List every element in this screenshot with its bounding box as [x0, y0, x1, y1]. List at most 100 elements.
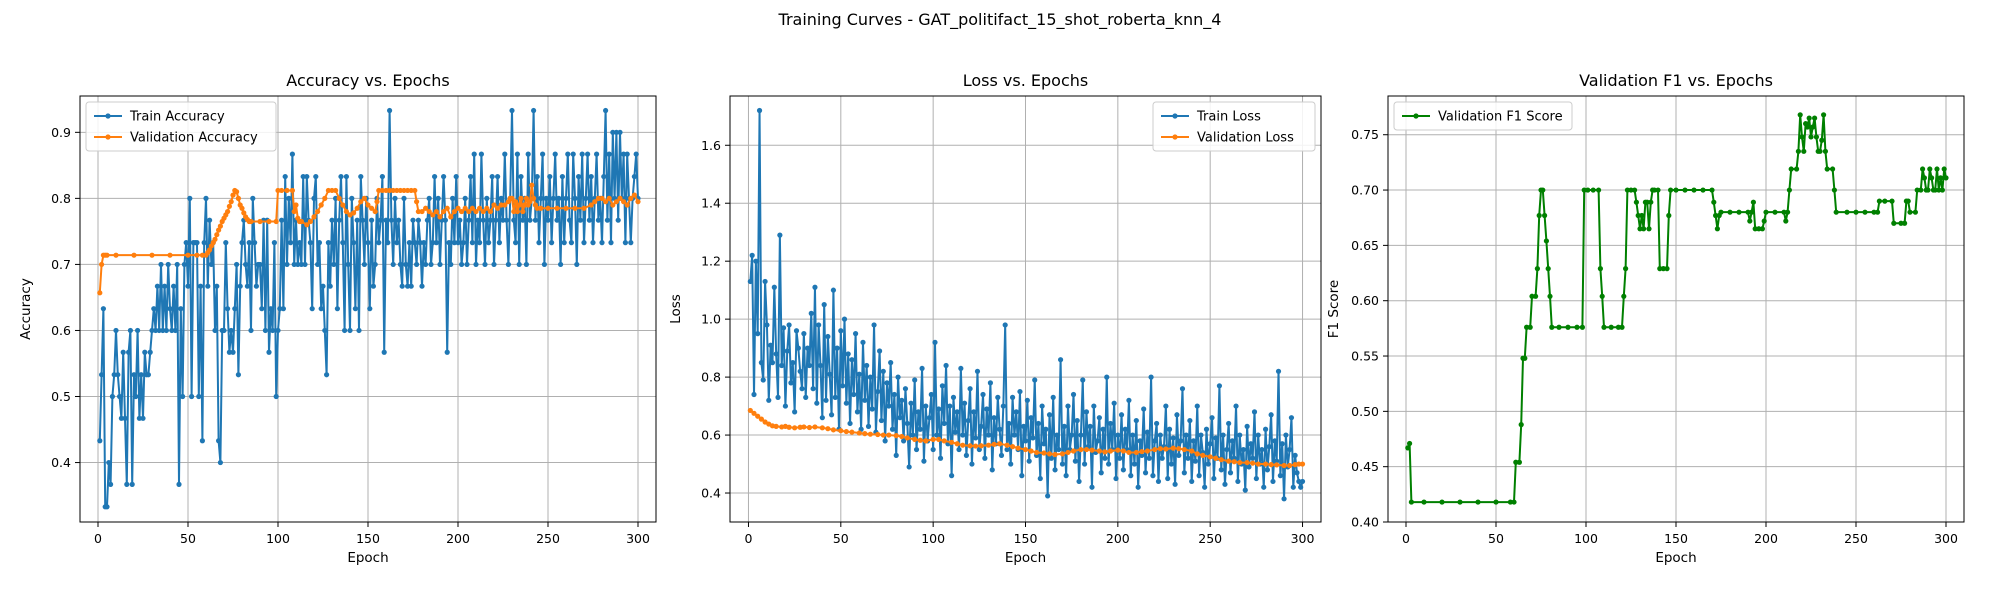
- data-point: [960, 432, 966, 438]
- data-point: [455, 240, 461, 246]
- data-point: [610, 202, 616, 208]
- data-point: [830, 427, 837, 433]
- data-point: [241, 210, 247, 216]
- data-point: [1889, 198, 1895, 204]
- data-point: [354, 205, 360, 211]
- data-point: [365, 240, 371, 246]
- data-point: [273, 218, 279, 225]
- data-point: [1146, 455, 1152, 461]
- data-point: [585, 151, 591, 157]
- data-point: [520, 217, 526, 223]
- subplot-title: Accuracy vs. Epochs: [286, 71, 449, 90]
- data-point: [923, 438, 929, 444]
- x-tick-label: 200: [1754, 531, 1778, 546]
- y-tick-label: 0.4: [51, 455, 71, 470]
- data-point: [1078, 432, 1084, 438]
- data-point: [201, 240, 207, 246]
- data-point: [243, 261, 249, 268]
- data-point: [568, 240, 575, 246]
- data-point: [1107, 420, 1114, 427]
- data-point: [1601, 324, 1607, 330]
- data-point: [538, 205, 544, 211]
- data-point: [1292, 452, 1298, 458]
- data-point: [1144, 429, 1150, 435]
- data-point: [1059, 451, 1066, 457]
- data-point: [1244, 423, 1250, 429]
- data-point: [958, 365, 964, 372]
- data-point: [406, 240, 412, 246]
- data-point: [601, 173, 607, 180]
- data-point: [1934, 166, 1940, 172]
- data-point: [610, 129, 616, 135]
- data-point: [295, 261, 301, 268]
- data-point: [617, 129, 623, 135]
- data-point: [333, 187, 339, 194]
- data-point: [286, 195, 292, 201]
- data-point: [1133, 417, 1139, 424]
- data-point: [1220, 432, 1226, 438]
- data-point: [527, 199, 533, 205]
- data-point: [941, 420, 947, 427]
- data-point: [606, 195, 612, 201]
- data-point: [226, 349, 232, 355]
- data-point: [545, 217, 551, 223]
- data-point: [342, 327, 348, 334]
- data-point: [248, 327, 254, 334]
- x-tick-label: 0: [744, 531, 752, 546]
- data-point: [199, 438, 205, 444]
- x-tick-label: 50: [1488, 531, 1504, 546]
- data-point: [583, 195, 589, 201]
- data-point: [1059, 461, 1066, 467]
- data-point: [1154, 420, 1160, 427]
- data-point: [576, 173, 582, 180]
- data-point: [136, 415, 142, 421]
- data-point: [880, 368, 886, 374]
- data-point: [405, 283, 411, 289]
- data-point: [1200, 452, 1206, 458]
- data-point: [104, 252, 110, 258]
- legend: Validation F1 Score: [1393, 101, 1573, 131]
- data-point: [1157, 432, 1163, 438]
- data-point: [268, 306, 274, 312]
- series-line: [749, 109, 1304, 500]
- data-point: [262, 327, 268, 334]
- data-point: [225, 208, 231, 215]
- data-point: [318, 306, 324, 312]
- data-point: [1624, 187, 1630, 193]
- data-point: [329, 187, 335, 194]
- data-point: [1543, 238, 1549, 244]
- data-point: [415, 217, 421, 223]
- data-point: [1022, 438, 1029, 444]
- data-point: [932, 339, 938, 345]
- data-point: [430, 212, 436, 218]
- data-point: [550, 195, 557, 201]
- y-tick-label: 0.65: [1351, 238, 1379, 253]
- data-point: [1028, 415, 1034, 421]
- data-point: [383, 187, 389, 194]
- data-point: [511, 208, 517, 215]
- y-tick-label: 0.9: [51, 125, 71, 140]
- data-point: [1287, 446, 1293, 453]
- data-point: [1242, 487, 1248, 493]
- data-point: [1648, 199, 1654, 205]
- y-tick-label: 0.8: [51, 191, 71, 206]
- data-point: [307, 218, 313, 225]
- data-point: [207, 247, 213, 253]
- data-point: [316, 240, 322, 246]
- data-point: [1407, 440, 1413, 447]
- data-point: [928, 391, 934, 398]
- data-point: [1015, 445, 1021, 451]
- data-point: [158, 261, 164, 268]
- data-point: [538, 195, 544, 201]
- data-point: [817, 362, 824, 369]
- data-point: [1133, 449, 1139, 456]
- data-point: [1089, 447, 1095, 453]
- data-point: [897, 415, 903, 421]
- data-point: [1862, 209, 1868, 215]
- data-point: [543, 195, 549, 201]
- data-point: [178, 306, 184, 312]
- data-point: [1139, 448, 1145, 455]
- data-point: [271, 240, 277, 246]
- data-point: [478, 151, 484, 157]
- data-point: [1920, 166, 1926, 172]
